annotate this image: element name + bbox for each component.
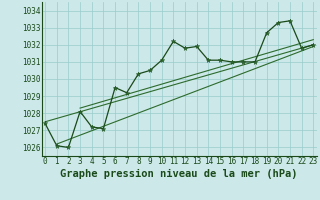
X-axis label: Graphe pression niveau de la mer (hPa): Graphe pression niveau de la mer (hPa) xyxy=(60,169,298,179)
